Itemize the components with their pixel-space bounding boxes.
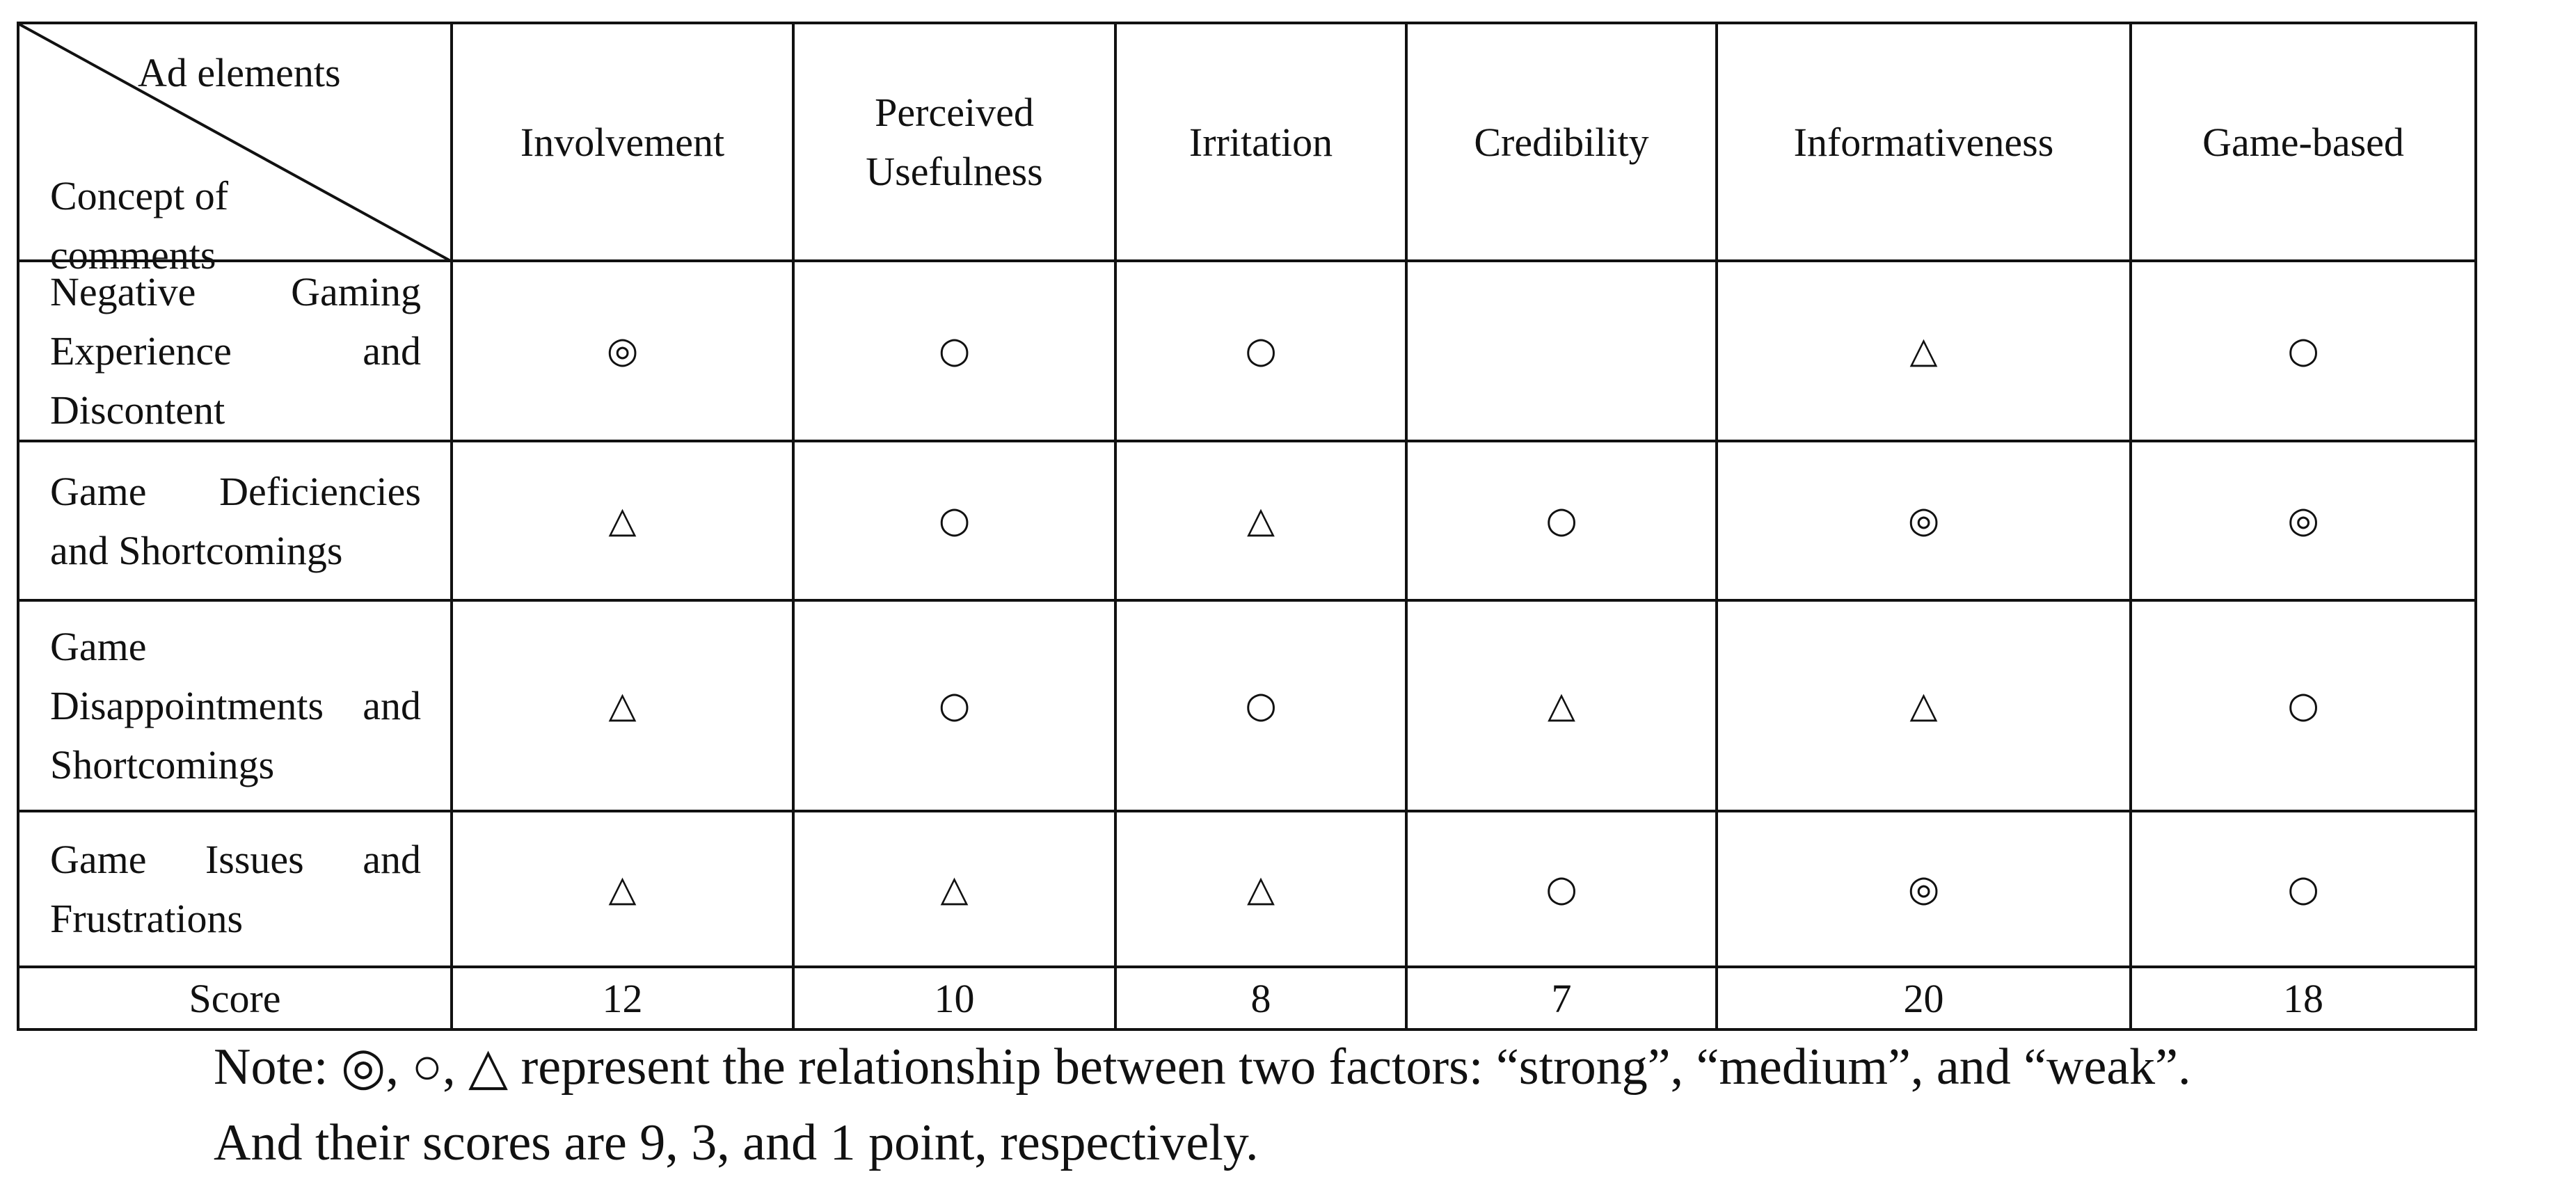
data-table: Ad elements Concept of comments Involvem… xyxy=(17,22,2477,1031)
column-header: Perceived Usefulness xyxy=(792,22,1117,262)
relation-cell: ○ xyxy=(792,259,1117,442)
score-cell: 12 xyxy=(450,965,795,1031)
score-cell: 20 xyxy=(1715,965,2132,1031)
table-row: Game Disappointments and Shortcomings △ ○ ○… xyxy=(17,599,2477,812)
relation-cell: ◎ xyxy=(2129,440,2477,602)
relation-cell: △ xyxy=(1114,810,1408,968)
column-header: Credibility xyxy=(1405,22,1718,262)
column-header: Informativeness xyxy=(1715,22,2132,262)
row-label: Game Deficiencies and Shortcomings xyxy=(17,440,453,602)
relation-cell: ◎ xyxy=(1715,810,2132,968)
diagonal xyxy=(19,24,453,262)
row-label: Game Issues and Frustrations xyxy=(17,810,453,968)
relation-cell: ◎ xyxy=(1715,440,2132,602)
row-label: Negative Gaming Experience and Disconten… xyxy=(17,259,453,442)
relation-cell: ○ xyxy=(1405,810,1718,968)
score-cell: 10 xyxy=(792,965,1117,1031)
table-row: Game Deficiencies and Shortcomings △ ○ △ ○ ◎ ◎ xyxy=(17,440,2477,602)
relation-cell: △ xyxy=(1114,440,1408,602)
relation-cell: △ xyxy=(792,810,1117,968)
relation-cell: ○ xyxy=(792,599,1117,812)
relation-cell: ○ xyxy=(1114,259,1408,442)
relation-cell xyxy=(1405,259,1718,442)
relation-cell: ○ xyxy=(2129,259,2477,442)
relation-cell: △ xyxy=(450,810,795,968)
relation-cell: ○ xyxy=(792,440,1117,602)
relation-cell: △ xyxy=(450,440,795,602)
score-row: Score 12 10 8 7 20 18 xyxy=(17,965,2477,1031)
table-row: Negative Gaming Experience and Disconten… xyxy=(17,259,2477,442)
score-label: Score xyxy=(17,965,453,1031)
relation-cell: ○ xyxy=(1114,599,1408,812)
corner-cell: Ad elements Concept of comments xyxy=(17,22,453,278)
relation-cell: ○ xyxy=(2129,810,2477,968)
table-row: Game Issues and Frustrations △ △ △ ○ ◎ ○ xyxy=(17,810,2477,968)
relation-cell: △ xyxy=(1715,259,2132,442)
corner-bottom: Concept of comments xyxy=(50,173,229,278)
score-cell: 8 xyxy=(1114,965,1408,1031)
score-cell: 7 xyxy=(1405,965,1718,1031)
relation-cell: ○ xyxy=(2129,599,2477,812)
relation-cell: △ xyxy=(450,599,795,812)
note-line: Note: ◎, ○, △ represent the relationship… xyxy=(214,1039,2191,1096)
relation-cell: ◎ xyxy=(450,259,795,442)
note-line: And their scores are 9, 3, and 1 point, … xyxy=(214,1114,1259,1171)
relation-cell: ○ xyxy=(1405,440,1718,602)
column-header: Involvement xyxy=(450,22,795,262)
header-row: Ad elements Concept of comments Involvem… xyxy=(17,22,2477,278)
column-header: Game-based xyxy=(2129,22,2477,262)
score-cell: 18 xyxy=(2129,965,2477,1031)
relation-cell: △ xyxy=(1405,599,1718,812)
corner-top: Ad elements xyxy=(138,50,341,95)
column-header: Irritation xyxy=(1114,22,1408,262)
relation-cell: △ xyxy=(1715,599,2132,812)
row-label: Game Disappointments and Shortcomings xyxy=(17,599,453,812)
